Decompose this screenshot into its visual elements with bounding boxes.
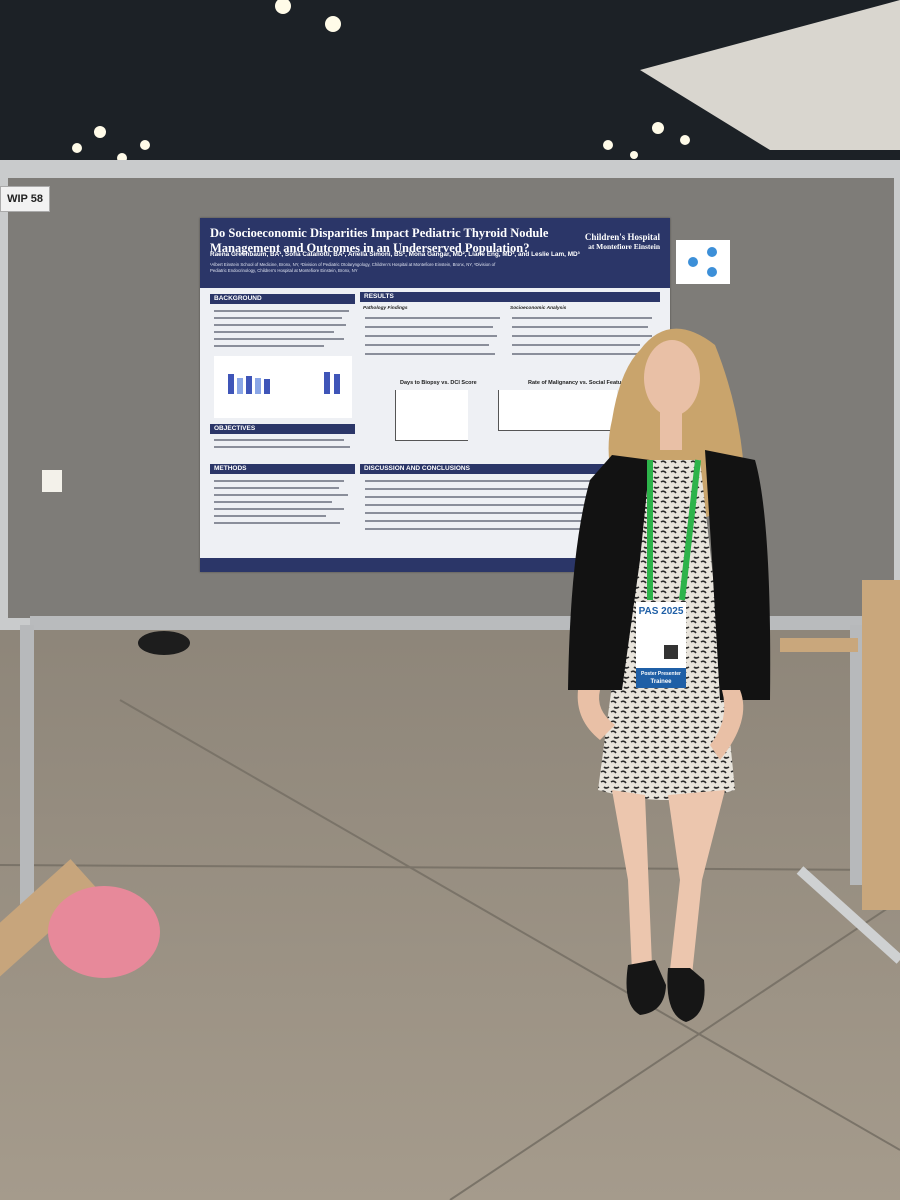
section-heading: DISCUSSION AND CONCLUSIONS [360, 464, 660, 474]
board-foot [796, 866, 900, 964]
text-line [365, 335, 497, 337]
section-heading: OBJECTIVES [210, 424, 355, 434]
shoe [667, 968, 705, 1022]
plastic-bag [48, 886, 160, 978]
text-line [365, 496, 650, 498]
figure-bar [228, 374, 234, 394]
text-line [365, 528, 645, 530]
authors: Raena Greenbaum, BA¹, Sofia Cataliotti, … [210, 251, 580, 258]
section-heading: RESULTS [360, 292, 660, 302]
poster: Do Socioeconomic Disparities Impact Pedi… [200, 218, 670, 572]
affiliations: ¹Albert Einstein School of Medicine, Bro… [210, 262, 496, 273]
text-line [365, 520, 615, 522]
qr-sign [676, 240, 730, 284]
subheading: Pathology Findings [363, 306, 408, 311]
text-line [512, 335, 652, 337]
text-line [365, 317, 500, 319]
text-line [365, 353, 495, 355]
share-icon [688, 247, 717, 277]
poster-tube [780, 638, 858, 652]
bag [138, 631, 190, 655]
text-line [365, 488, 635, 490]
cardboard-tube [0, 859, 98, 1016]
text-line [214, 480, 344, 482]
figure-bar [324, 372, 330, 394]
text-line [365, 326, 493, 328]
text-line [365, 504, 625, 506]
text-line [214, 331, 334, 333]
subheading: Socioeconomic Analysis [510, 306, 567, 311]
hand [710, 690, 744, 760]
floor-seams [0, 699, 900, 1200]
board-leg [20, 625, 34, 905]
text-line [214, 317, 342, 319]
text-line [214, 487, 339, 489]
badge-level: Trainee [650, 679, 672, 685]
text-line [214, 494, 348, 496]
badge-event: PAS 2025 [638, 606, 684, 617]
badge-qr [664, 645, 678, 659]
text-line [214, 522, 340, 524]
blazer-right [705, 450, 771, 700]
scatter-figure [395, 390, 468, 441]
text-line [214, 501, 332, 503]
board-leg [850, 625, 864, 885]
text-line [512, 353, 650, 355]
leg [668, 790, 725, 975]
text-line [365, 344, 489, 346]
text-line [214, 345, 324, 347]
figure-bar [237, 378, 243, 394]
figure-title: Days to Biopsy vs. DCI Score [400, 380, 477, 386]
face [644, 340, 700, 416]
poster-header [200, 218, 670, 288]
poster-footer [200, 558, 670, 572]
shoe [626, 960, 666, 1015]
text-line [214, 439, 344, 441]
text-line [214, 310, 349, 312]
section-heading: METHODS [210, 464, 355, 474]
bar-figure [498, 390, 617, 431]
board-number: WIP 58 [0, 186, 50, 212]
figure-bar [264, 379, 270, 394]
text-line [214, 446, 350, 448]
badge-band [636, 668, 686, 688]
text-line [214, 338, 344, 340]
text-line [214, 508, 344, 510]
lanyard [647, 459, 701, 601]
figure-bar [334, 374, 340, 394]
text-line [512, 317, 652, 319]
cup [42, 470, 62, 492]
institution: at Montefiore Einstein [588, 242, 660, 251]
institution: Children's Hospital [584, 232, 660, 242]
text-line [214, 515, 326, 517]
text-line [512, 326, 648, 328]
figure-title: Rate of Malignancy vs. Social Features [528, 380, 630, 386]
section-heading: BACKGROUND [210, 294, 355, 304]
figure-bar [246, 376, 252, 394]
text-line [365, 480, 645, 482]
blazer-left [568, 455, 650, 690]
neck [660, 410, 682, 450]
figure [214, 356, 352, 418]
hand [577, 690, 615, 740]
poster-title: Do Socioeconomic Disparities Impact Pedi… [210, 226, 549, 255]
poster-tube [862, 580, 900, 910]
text-line [365, 512, 640, 514]
text-line [214, 324, 346, 326]
badge-role: Poster Presenter [640, 671, 682, 677]
figure-bar [255, 378, 261, 394]
leg [612, 790, 652, 972]
text-line [512, 344, 640, 346]
ceiling-panel [640, 0, 900, 150]
